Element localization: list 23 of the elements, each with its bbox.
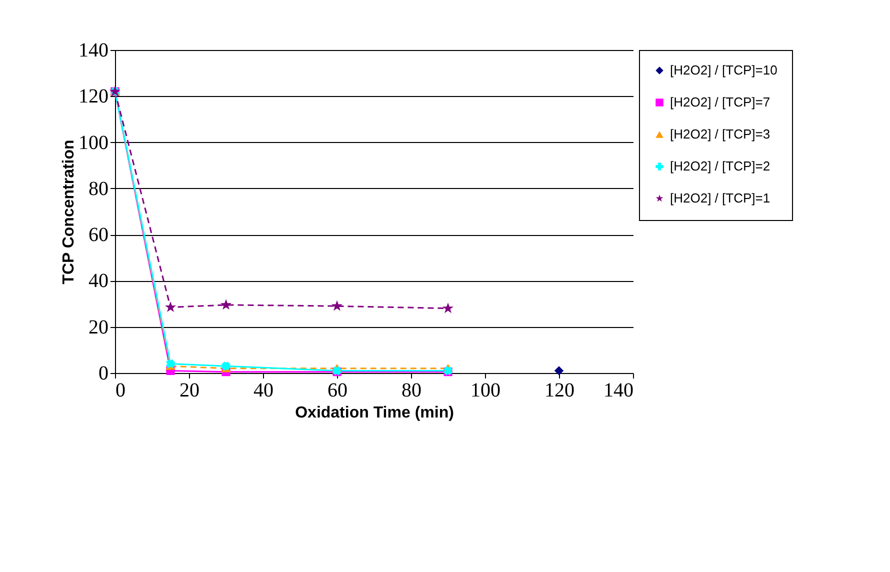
y-tick-label: 40 [88, 270, 108, 292]
y-tick-label: 80 [88, 178, 108, 200]
y-tick-label: 60 [88, 224, 108, 246]
y-tick-label: 140 [78, 40, 108, 62]
y-tick-label: 120 [78, 86, 108, 108]
x-tick-label: 120 [544, 380, 574, 402]
x-tick-label: 60 [328, 380, 348, 402]
x-axis-title: Oxidation Time (min) [295, 404, 454, 422]
legend-label: [H2O2] / [TCP]=2 [670, 158, 770, 174]
x-tick-label: 80 [402, 380, 422, 402]
x-tick-label: 140 [604, 380, 634, 402]
y-axis-title: TCP Concentration [60, 140, 78, 284]
legend-label: [H2O2] / [TCP]=7 [670, 94, 770, 110]
y-tick-label: 20 [88, 316, 108, 338]
x-tick-label: 0 [116, 380, 126, 402]
x-tick-label: 40 [254, 380, 274, 402]
legend-label: [H2O2] / [TCP]=3 [670, 126, 770, 142]
x-tick-label: 20 [180, 380, 200, 402]
y-tick-label: 0 [98, 362, 108, 384]
y-tick-label: 100 [78, 132, 108, 154]
legend-label: [H2O2] / [TCP]=10 [670, 62, 778, 78]
x-tick-label: 100 [470, 380, 500, 402]
legend-label: [H2O2] / [TCP]=1 [670, 190, 770, 206]
